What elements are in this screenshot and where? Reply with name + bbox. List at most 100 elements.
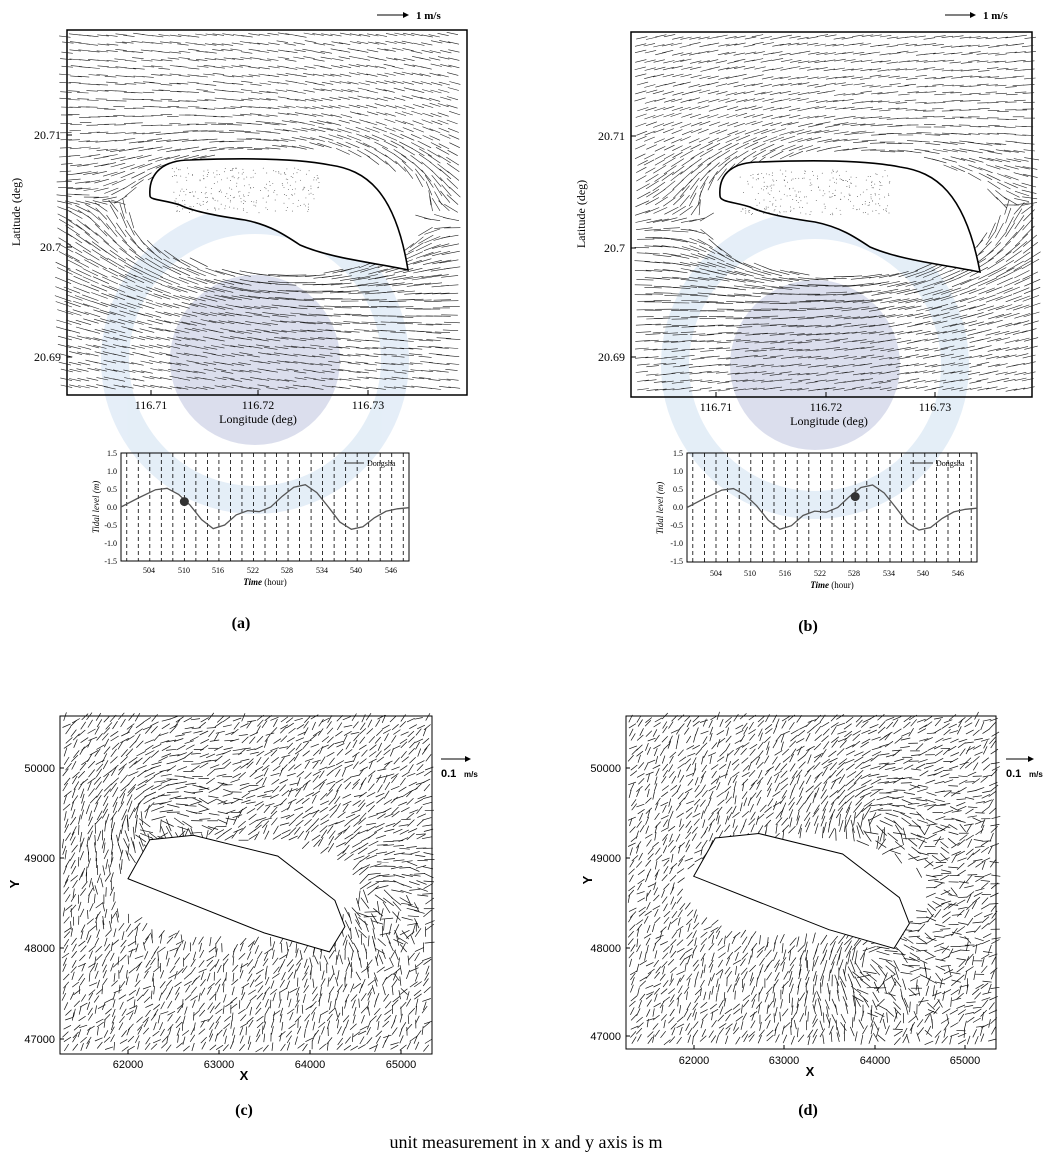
velocity-vector (158, 783, 169, 791)
velocity-vector (290, 312, 307, 315)
stipple-dot (212, 172, 214, 174)
velocity-vector (120, 939, 127, 948)
velocity-vector (150, 725, 158, 734)
velocity-vector (303, 727, 309, 736)
stipple-dot (243, 199, 245, 201)
velocity-vector (57, 344, 72, 348)
velocity-vector (681, 179, 693, 191)
velocity-vector (718, 389, 730, 392)
velocity-vector (203, 368, 216, 372)
velocity-vector (160, 98, 173, 100)
velocity-vector (841, 363, 855, 367)
velocity-vector (406, 790, 413, 798)
velocity-vector (428, 346, 443, 348)
velocity-vector (272, 314, 289, 318)
tide-x-tick-a-0: 504 (143, 566, 155, 575)
velocity-vector (851, 386, 864, 389)
velocity-vector (887, 281, 908, 288)
velocity-vector (185, 782, 197, 785)
velocity-vector (895, 68, 908, 71)
velocity-vector (339, 277, 361, 281)
velocity-vector (134, 267, 154, 278)
velocity-vector (436, 370, 449, 373)
stipple-dot (268, 194, 270, 196)
velocity-vector (340, 114, 353, 118)
velocity-vector (645, 333, 661, 335)
velocity-vector (417, 724, 426, 730)
velocity-vector (709, 129, 721, 135)
velocity-vector (335, 760, 345, 766)
velocity-vector (225, 312, 242, 316)
velocity-vector (672, 206, 686, 215)
velocity-vector (635, 59, 647, 63)
velocity-vector (367, 111, 379, 116)
velocity-vector (208, 787, 219, 793)
velocity-vector (240, 51, 253, 54)
velocity-vector (327, 736, 334, 744)
velocity-vector (112, 721, 118, 730)
velocity-vector (1012, 84, 1025, 87)
stipple-dot (171, 168, 173, 170)
velocity-vector (406, 832, 415, 841)
velocity-vector (436, 337, 452, 339)
velocity-vector (73, 286, 90, 294)
velocity-vector (319, 770, 325, 779)
velocity-vector (690, 113, 702, 118)
velocity-vector (209, 148, 225, 152)
velocity-vector (320, 50, 333, 54)
velocity-vector (293, 806, 304, 811)
velocity-vector (851, 130, 867, 133)
velocity-vector (63, 777, 71, 786)
stipple-dot (879, 198, 881, 200)
velocity-vector (135, 943, 139, 953)
velocity-vector (358, 866, 369, 876)
velocity-vector (222, 793, 233, 797)
velocity-vector (913, 338, 929, 343)
velocity-vector (725, 99, 737, 103)
velocity-vector (232, 91, 244, 93)
velocity-vector (412, 161, 424, 173)
velocity-vector (351, 831, 360, 839)
velocity-vector (62, 768, 69, 777)
velocity-vector (384, 80, 396, 84)
velocity-vector (205, 295, 226, 301)
velocity-vector (256, 803, 265, 811)
stipple-dot (274, 190, 276, 192)
stipple-dot (299, 169, 301, 171)
velocity-vector (303, 369, 316, 372)
velocity-vector (345, 813, 356, 819)
tide-x-tick-a-3: 522 (247, 566, 259, 575)
velocity-vector (321, 81, 334, 85)
velocity-vector (150, 721, 159, 727)
velocity-vector (1013, 172, 1029, 177)
velocity-vector (296, 724, 305, 730)
velocity-vector (834, 76, 847, 79)
velocity-vector (337, 828, 347, 835)
velocity-vector (84, 311, 101, 318)
velocity-vector (716, 341, 732, 344)
velocity-vector (399, 929, 410, 936)
velocity-vector (327, 743, 335, 750)
velocity-vector (69, 852, 76, 861)
velocity-vector (123, 138, 136, 140)
velocity-vector (715, 371, 729, 374)
velocity-vector (994, 60, 1007, 63)
stipple-dot (230, 169, 232, 171)
velocity-vector (996, 322, 1013, 328)
velocity-vector (412, 104, 425, 108)
velocity-vector (1003, 354, 1017, 359)
velocity-vector (281, 330, 297, 333)
velocity-vector (141, 354, 155, 358)
velocity-vector (205, 267, 225, 275)
velocity-vector (204, 99, 217, 101)
velocity-vector (681, 326, 698, 328)
velocity-vector (312, 783, 321, 790)
stipple-dot (776, 179, 777, 181)
velocity-vector (351, 782, 359, 790)
velocity-vector (323, 43, 335, 46)
velocity-vector (422, 727, 427, 737)
velocity-vector (422, 126, 434, 132)
velocity-vector (277, 56, 290, 60)
velocity-vector (126, 735, 135, 742)
velocity-vector (438, 89, 450, 93)
